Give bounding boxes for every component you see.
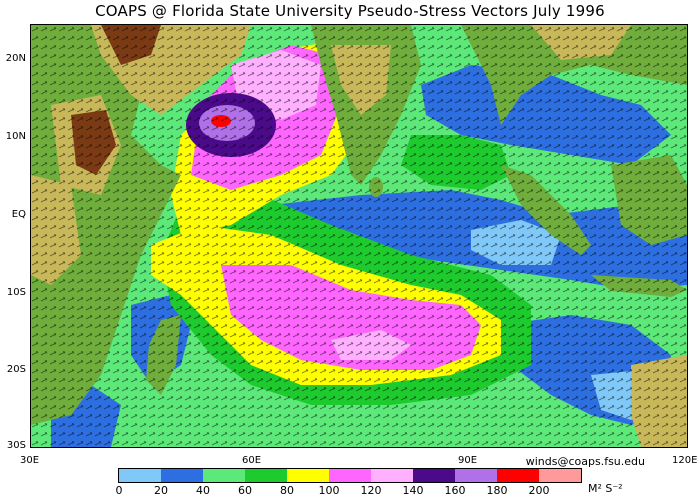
colorbar — [118, 468, 582, 483]
colorbar-swatch — [413, 469, 455, 482]
lat-label-eq: EQ — [11, 209, 26, 220]
colorbar-tick-label: 160 — [444, 484, 466, 497]
colorbar-swatch — [161, 469, 203, 482]
colorbar-swatch — [287, 469, 329, 482]
colorbar-swatch — [455, 469, 497, 482]
lat-label-20s: 20S — [6, 364, 26, 375]
lon-label-120e: 120E — [672, 455, 698, 466]
colorbar-swatch — [497, 469, 539, 482]
stress-vectors — [31, 25, 687, 447]
colorbar-tick-label: 80 — [280, 484, 294, 497]
lon-label-30e: 30E — [20, 455, 40, 466]
colorbar-tick-label: 60 — [238, 484, 252, 497]
colorbar-swatch — [119, 469, 161, 482]
wind-stress-map — [30, 24, 688, 448]
lat-label-10s: 10S — [6, 287, 26, 298]
colorbar-swatch — [329, 469, 371, 482]
lat-label-10n: 10N — [5, 131, 26, 142]
colorbar-tick-label: 140 — [402, 484, 424, 497]
colorbar-tick-label: 0 — [115, 484, 123, 497]
lat-label-30s: 30S — [6, 440, 26, 451]
map-title: COAPS @ Florida State University Pseudo-… — [95, 2, 605, 20]
map-canvas — [31, 25, 687, 447]
lat-label-20n: 20N — [5, 53, 26, 64]
colorbar-tick-label: 40 — [196, 484, 210, 497]
colorbar-tick-label: 100 — [318, 484, 340, 497]
colorbar-swatch — [203, 469, 245, 482]
colorbar-tick-label: 20 — [154, 484, 168, 497]
colorbar-units: M² S⁻² — [588, 482, 623, 495]
colorbar-swatch — [245, 469, 287, 482]
colorbar-tick-label: 180 — [486, 484, 508, 497]
colorbar-swatch — [371, 469, 413, 482]
colorbar-tick-label: 120 — [360, 484, 382, 497]
colorbar-tick-label: 200 — [528, 484, 550, 497]
lon-label-60e: 60E — [242, 455, 262, 466]
lon-label-90e: 90E — [458, 455, 478, 466]
contact-email: winds@coaps.fsu.edu — [525, 455, 645, 468]
colorbar-swatch — [539, 469, 581, 482]
